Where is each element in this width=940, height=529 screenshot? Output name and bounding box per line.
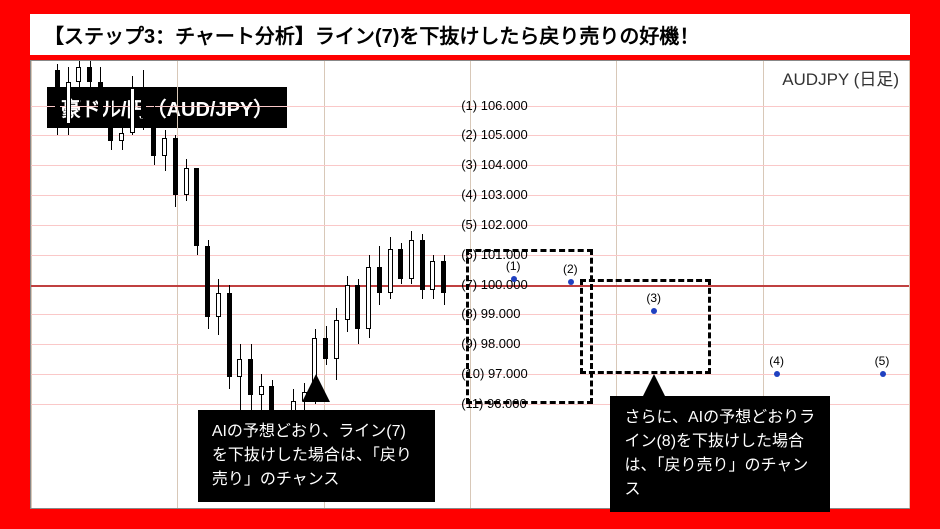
candle-body	[355, 285, 360, 330]
forecast-dot-label: (4)	[769, 354, 784, 368]
candle-body	[430, 261, 435, 291]
candle-body	[162, 138, 167, 156]
candle-body	[227, 293, 232, 376]
candle-body	[345, 285, 350, 321]
candle-body	[173, 138, 178, 195]
step-header-text: 【ステップ3：チャート分析】ライン(7)を下抜けしたら戻り売りの好機！	[44, 26, 699, 48]
candle-body	[441, 261, 446, 294]
candle-body	[388, 249, 393, 294]
candle-body	[76, 67, 81, 82]
candle-body	[205, 246, 210, 318]
candle-body	[108, 118, 113, 142]
step-header: 【ステップ3：チャート分析】ライン(7)を下抜けしたら戻り売りの好機！	[30, 14, 910, 55]
candle-body	[366, 267, 371, 330]
grid-v	[909, 61, 910, 508]
callout: AIの予想どおり、ライン(7)を下抜けした場合は、「戻り売り」のチャンス	[198, 410, 435, 502]
candle-body	[141, 88, 146, 118]
chart-panel: AUDJPY (日足) 豪ドル/円（AUD/JPY） (1) 106.000(2…	[30, 60, 910, 509]
chart-area: (1) 106.000 (2) 105.000 (3) 104.000 (4) 103…	[31, 61, 909, 508]
candle-body	[98, 82, 103, 118]
candle-body	[119, 133, 124, 142]
candle-body	[66, 82, 71, 124]
forecast-dot	[774, 371, 780, 377]
forecast-dot	[568, 279, 574, 285]
callout-tail	[302, 374, 330, 402]
price-label: (4) 103.000	[461, 187, 528, 202]
candle-body	[259, 386, 264, 395]
candle-body	[409, 240, 414, 279]
candle-body	[248, 359, 253, 395]
candle-body	[87, 67, 92, 82]
candle-body	[334, 320, 339, 359]
price-label: (5) 102.000	[461, 217, 528, 232]
candle-body	[184, 168, 189, 195]
forecast-dot	[511, 276, 517, 282]
candle-body	[194, 168, 199, 245]
candle-body	[237, 359, 242, 377]
candle-body	[216, 293, 221, 317]
candle-body	[420, 240, 425, 291]
forecast-dot-label: (3)	[646, 291, 661, 305]
forecast-dot-label: (5)	[875, 354, 890, 368]
price-label: (1) 106.000	[461, 98, 528, 113]
forecast-dot-label: (2)	[563, 262, 578, 276]
candle-body	[151, 118, 156, 157]
candle-body	[130, 88, 135, 133]
candle-body	[398, 249, 403, 279]
price-label: (2) 105.000	[461, 127, 528, 142]
forecast-dot	[880, 371, 886, 377]
candle-body	[55, 70, 60, 124]
callout: さらに、AIの予想どおりライン(8)を下抜けした場合は、「戻り売り」のチャンス	[610, 396, 830, 512]
forecast-dot-label: (1)	[506, 259, 521, 273]
candle-body	[377, 267, 382, 294]
price-label: (3) 104.000	[461, 157, 528, 172]
candle-body	[323, 338, 328, 359]
